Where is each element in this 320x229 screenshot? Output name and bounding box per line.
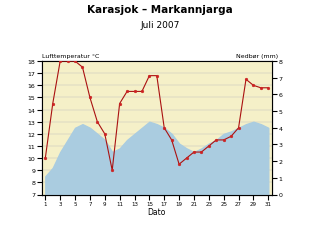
Bar: [221, 178, 226, 195]
Bar: [132, 112, 137, 195]
X-axis label: Dato: Dato: [148, 207, 166, 216]
Text: Nedbør (mm): Nedbør (mm): [236, 53, 278, 58]
Bar: [206, 186, 212, 195]
Bar: [139, 112, 145, 195]
Bar: [162, 120, 167, 195]
Text: Karasjok – Markannjarga: Karasjok – Markannjarga: [87, 5, 233, 14]
Bar: [244, 161, 249, 195]
Bar: [236, 145, 241, 195]
Bar: [117, 78, 122, 195]
Bar: [124, 128, 130, 195]
Bar: [251, 153, 256, 195]
Bar: [258, 170, 263, 195]
Text: Juli 2007: Juli 2007: [140, 21, 180, 30]
Bar: [102, 178, 108, 195]
Bar: [266, 161, 271, 195]
Bar: [87, 178, 92, 195]
Bar: [199, 186, 204, 195]
Bar: [184, 186, 189, 195]
Text: Lufttemperatur °C: Lufttemperatur °C: [42, 53, 99, 58]
